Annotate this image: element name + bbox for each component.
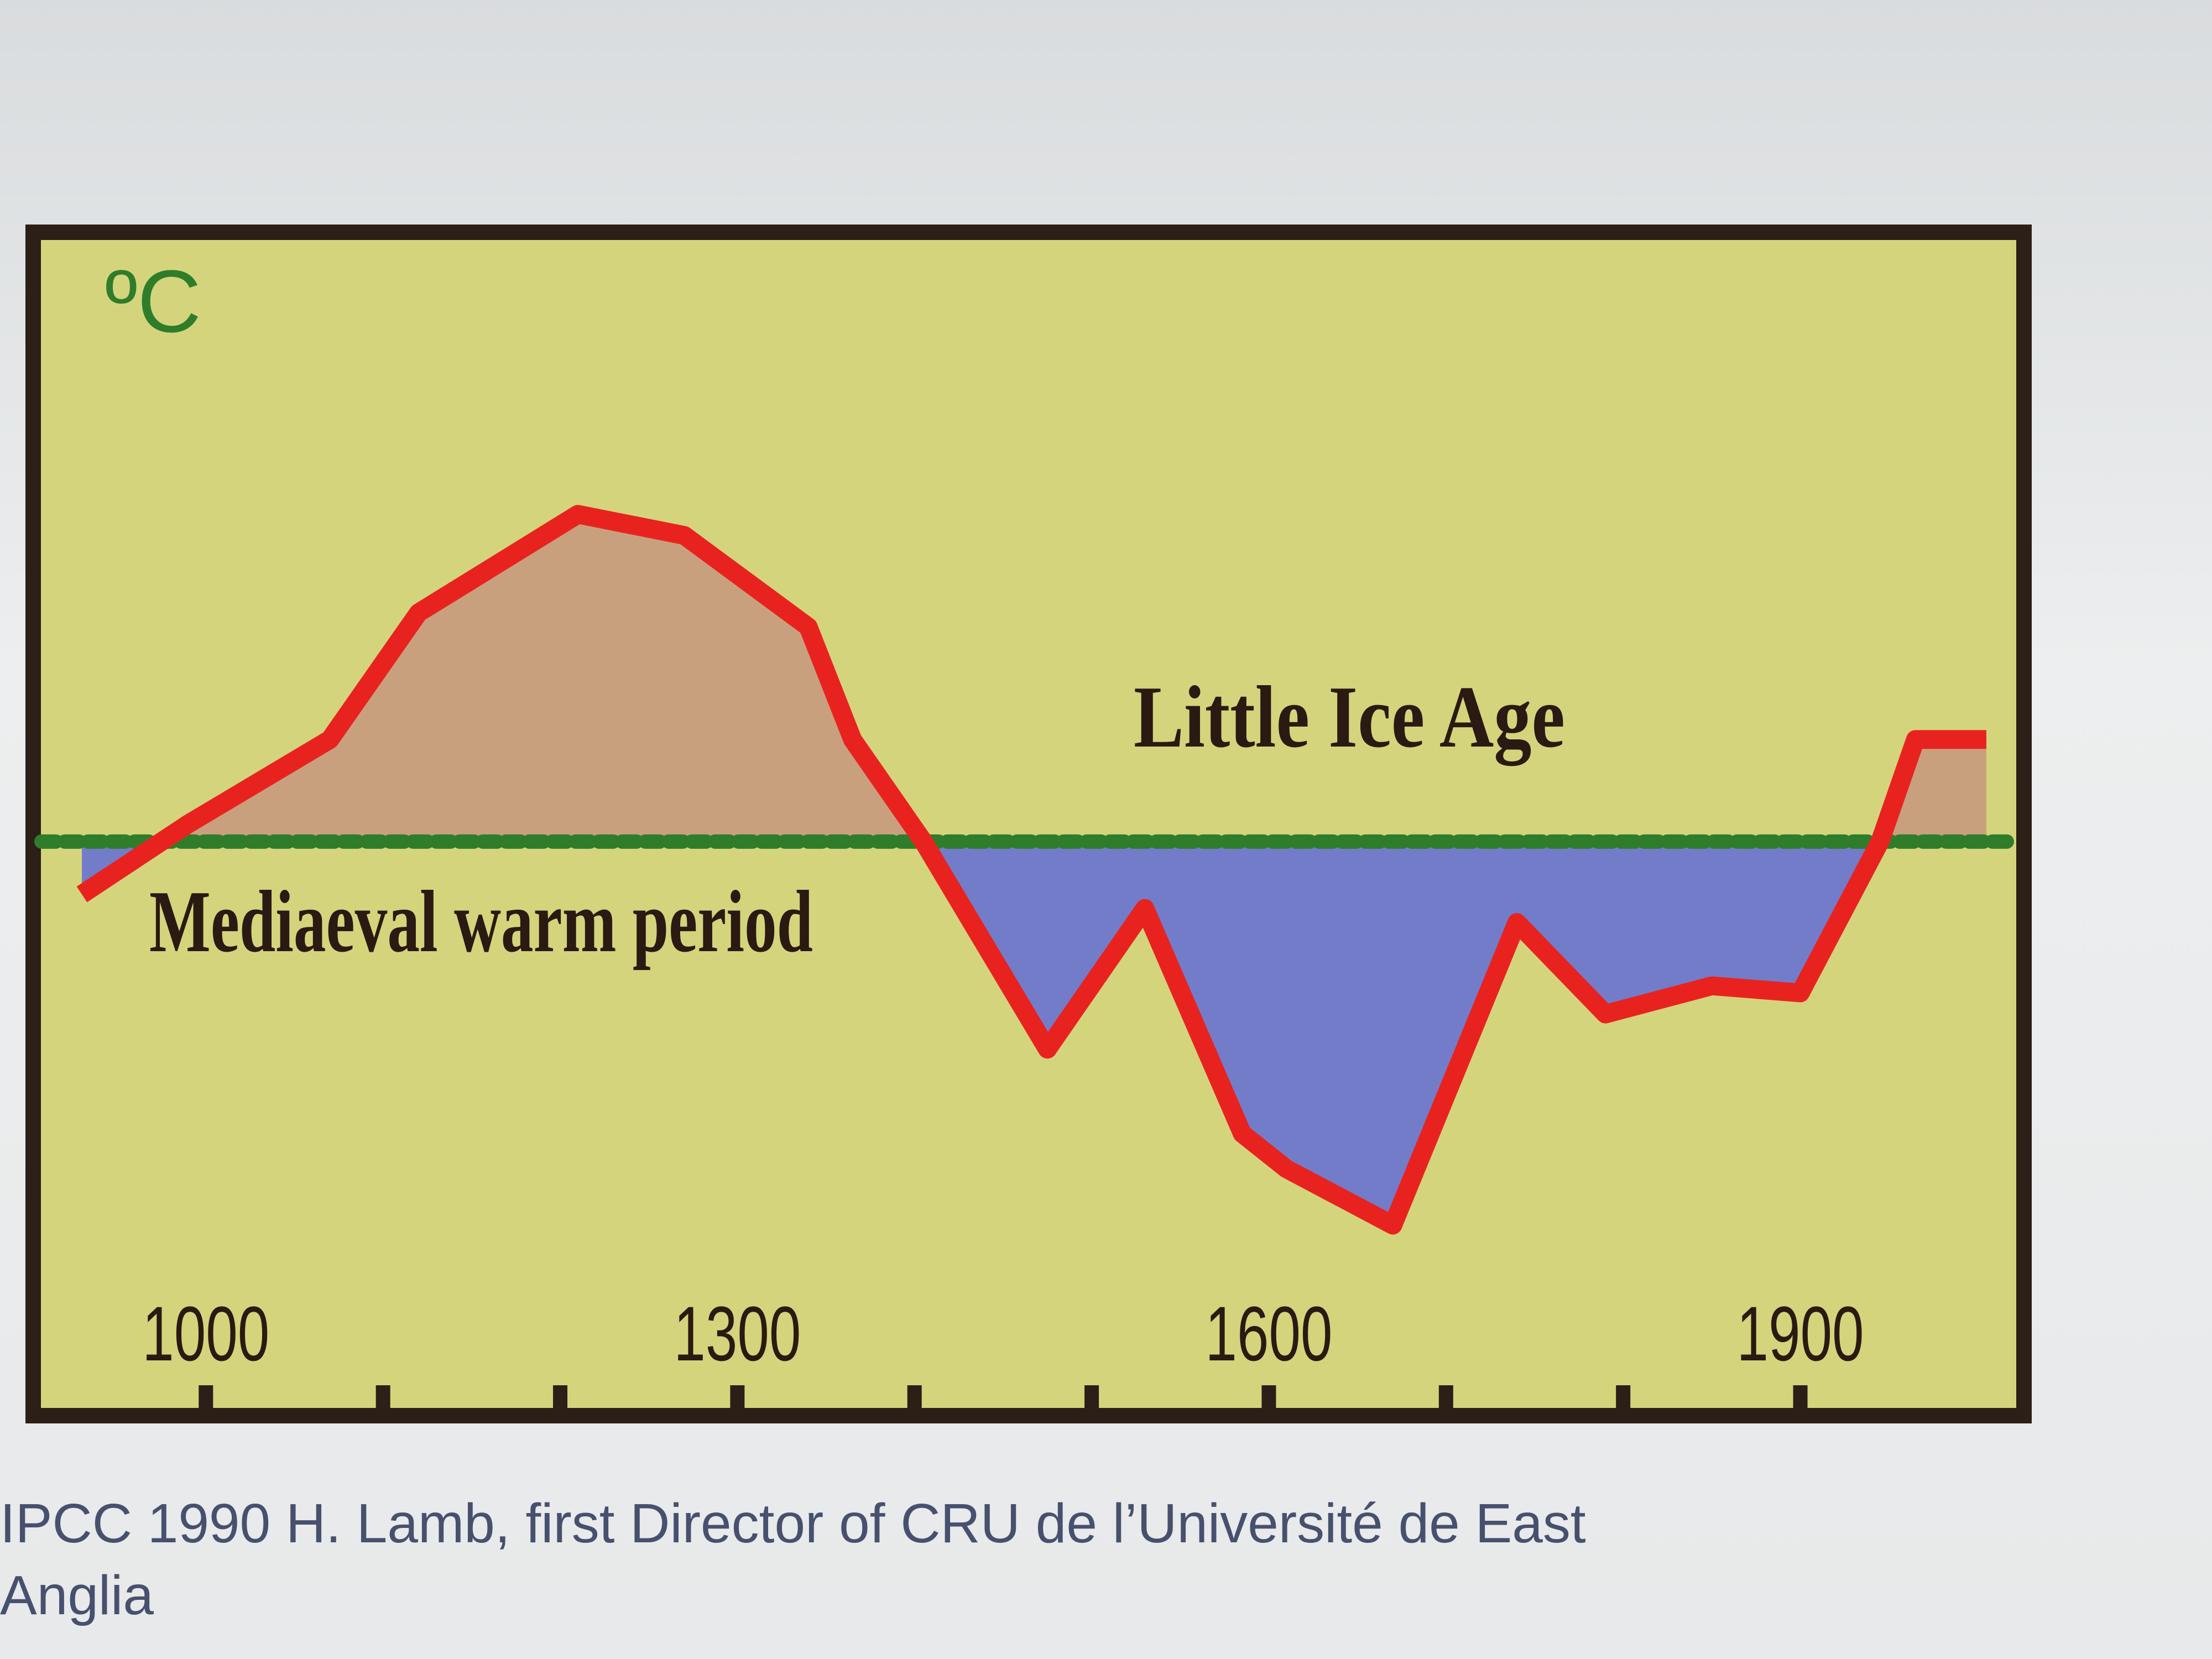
y-axis-label: ºC (105, 252, 201, 351)
chart: 1000 1300 1600 1900 ºC Little Ice Age Media… (25, 225, 2032, 1423)
x-tick-label: 1900 (1737, 1290, 1864, 1377)
annotation: Mediaeval warm period (149, 872, 813, 971)
x-tick-label: 1300 (674, 1290, 801, 1377)
line (76, 505, 1986, 1235)
caption: IPCC 1990 H. Lamb, first Director of CRU… (0, 1493, 1586, 1626)
x-tick-label: 1600 (1205, 1290, 1332, 1377)
area-above (161, 514, 1986, 842)
x-tick-label: 1000 (142, 1290, 269, 1377)
annotation: Little Ice Age (1134, 667, 1565, 766)
